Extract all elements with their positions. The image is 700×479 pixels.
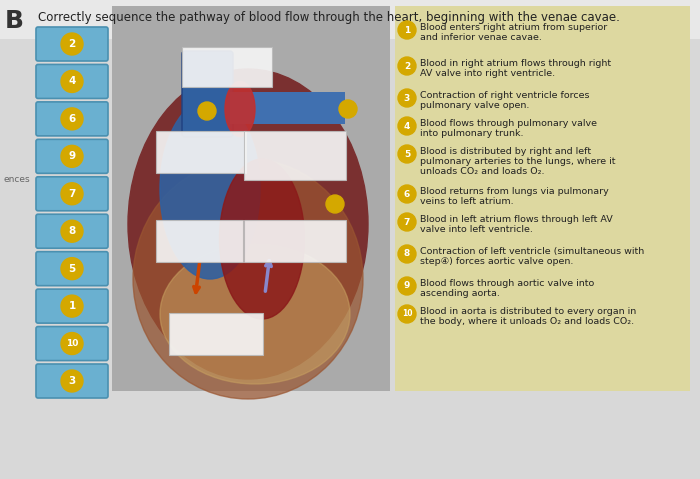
Text: Contraction of left ventricle (simultaneous with: Contraction of left ventricle (simultane… (420, 247, 644, 256)
Text: 4: 4 (404, 122, 410, 130)
FancyBboxPatch shape (36, 27, 108, 61)
FancyBboxPatch shape (36, 251, 108, 285)
Text: Blood enters right atrium from superior: Blood enters right atrium from superior (420, 23, 608, 32)
FancyBboxPatch shape (244, 220, 346, 262)
FancyBboxPatch shape (112, 6, 390, 391)
Text: ences: ences (3, 174, 29, 183)
Text: 1: 1 (404, 25, 410, 34)
Text: 6: 6 (69, 114, 76, 124)
Circle shape (398, 277, 416, 295)
Text: the body, where it unloads O₂ and loads CO₂.: the body, where it unloads O₂ and loads … (420, 317, 634, 326)
Text: 2: 2 (69, 39, 76, 49)
Circle shape (61, 183, 83, 205)
Ellipse shape (160, 244, 350, 384)
Circle shape (61, 332, 83, 354)
Circle shape (398, 185, 416, 203)
Text: 9: 9 (69, 151, 76, 161)
Circle shape (326, 195, 344, 213)
Text: B: B (5, 9, 24, 33)
FancyBboxPatch shape (36, 364, 108, 398)
FancyBboxPatch shape (36, 177, 108, 211)
Ellipse shape (128, 69, 368, 379)
Text: into pulmonary trunk.: into pulmonary trunk. (420, 129, 524, 138)
Ellipse shape (160, 99, 260, 279)
Circle shape (398, 145, 416, 163)
FancyBboxPatch shape (36, 214, 108, 248)
FancyBboxPatch shape (36, 289, 108, 323)
FancyBboxPatch shape (36, 327, 108, 361)
Text: 10: 10 (402, 309, 412, 319)
Circle shape (398, 245, 416, 263)
FancyBboxPatch shape (230, 92, 345, 124)
Text: 5: 5 (69, 263, 76, 274)
Text: Blood returns from lungs via pulmonary: Blood returns from lungs via pulmonary (420, 187, 609, 196)
Circle shape (61, 145, 83, 167)
Text: 6: 6 (404, 190, 410, 198)
Text: step④) forces aortic valve open.: step④) forces aortic valve open. (420, 257, 573, 266)
Text: veins to left atrium.: veins to left atrium. (420, 197, 514, 206)
Text: 8: 8 (404, 250, 410, 259)
Text: 2: 2 (404, 61, 410, 70)
FancyBboxPatch shape (156, 131, 246, 173)
Text: Correctly sequence the pathway of blood flow through the heart, beginning with t: Correctly sequence the pathway of blood … (38, 11, 620, 24)
Text: and inferior venae cavae.: and inferior venae cavae. (420, 33, 542, 42)
Circle shape (61, 220, 83, 242)
FancyBboxPatch shape (244, 131, 346, 180)
Text: 7: 7 (404, 217, 410, 227)
Circle shape (61, 370, 83, 392)
Text: 4: 4 (69, 77, 76, 86)
Circle shape (398, 213, 416, 231)
Circle shape (398, 117, 416, 135)
Circle shape (398, 89, 416, 107)
FancyBboxPatch shape (182, 51, 233, 137)
Text: pulmonary arteries to the lungs, where it: pulmonary arteries to the lungs, where i… (420, 157, 615, 166)
Text: 8: 8 (69, 226, 76, 236)
Text: ascending aorta.: ascending aorta. (420, 289, 500, 298)
Text: pulmonary valve open.: pulmonary valve open. (420, 101, 529, 110)
Circle shape (61, 258, 83, 280)
Text: Blood in aorta is distributed to every organ in: Blood in aorta is distributed to every o… (420, 307, 636, 316)
Circle shape (61, 295, 83, 317)
Text: 7: 7 (69, 189, 76, 199)
Ellipse shape (220, 159, 304, 319)
Text: 1: 1 (69, 301, 76, 311)
Circle shape (398, 305, 416, 323)
Text: 5: 5 (404, 149, 410, 159)
Circle shape (398, 57, 416, 75)
FancyBboxPatch shape (0, 0, 700, 39)
Text: AV valve into right ventricle.: AV valve into right ventricle. (420, 69, 555, 78)
Circle shape (339, 100, 357, 118)
FancyBboxPatch shape (182, 47, 272, 87)
Circle shape (61, 108, 83, 130)
Text: 10: 10 (66, 339, 78, 348)
Circle shape (198, 102, 216, 120)
Text: 3: 3 (69, 376, 76, 386)
FancyBboxPatch shape (36, 139, 108, 173)
FancyBboxPatch shape (169, 313, 263, 355)
FancyBboxPatch shape (36, 102, 108, 136)
Text: Blood in left atrium flows through left AV: Blood in left atrium flows through left … (420, 215, 612, 224)
Text: Blood is distributed by right and left: Blood is distributed by right and left (420, 147, 591, 156)
Text: 9: 9 (404, 282, 410, 290)
Text: valve into left ventricle.: valve into left ventricle. (420, 225, 533, 234)
Text: Blood flows through pulmonary valve: Blood flows through pulmonary valve (420, 119, 597, 128)
Ellipse shape (133, 159, 363, 399)
FancyBboxPatch shape (36, 65, 108, 99)
Circle shape (398, 21, 416, 39)
FancyBboxPatch shape (156, 220, 243, 262)
Text: Blood in right atrium flows through right: Blood in right atrium flows through righ… (420, 59, 611, 68)
Text: 3: 3 (404, 93, 410, 103)
Circle shape (61, 70, 83, 92)
Text: unloads CO₂ and loads O₂.: unloads CO₂ and loads O₂. (420, 167, 545, 176)
Text: Contraction of right ventricle forces: Contraction of right ventricle forces (420, 91, 589, 100)
Circle shape (61, 33, 83, 55)
Ellipse shape (225, 81, 255, 137)
Text: Blood flows through aortic valve into: Blood flows through aortic valve into (420, 279, 594, 288)
FancyBboxPatch shape (395, 6, 690, 391)
